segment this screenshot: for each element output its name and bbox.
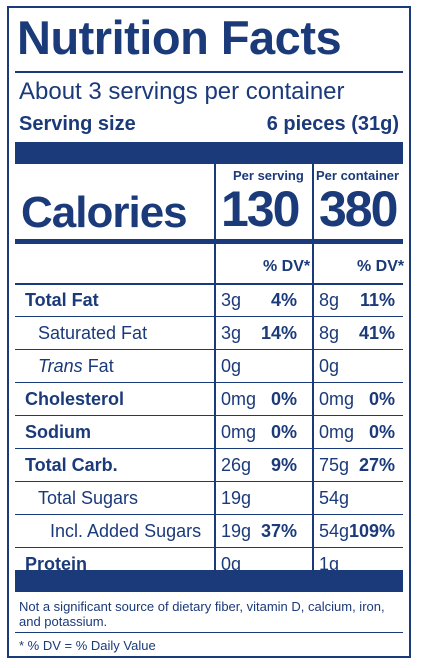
container-dv: 11%	[359, 290, 395, 310]
row-divider	[15, 316, 403, 317]
container-amount: 8g	[319, 290, 340, 310]
nutrient-name: Sodium	[25, 422, 91, 442]
nutrient-row: Protein 0g 1g	[15, 548, 403, 580]
serving-amount: 3g	[221, 290, 242, 310]
footnote-divider	[15, 632, 403, 633]
dv-header-serving: % DV*	[263, 258, 311, 275]
serving-dv: 37%	[260, 521, 297, 541]
row-divider	[15, 514, 403, 515]
serving-amount: 0mg	[221, 422, 257, 442]
serving-amount: 19g	[221, 488, 252, 508]
serving-size-value: 6 pieces (31g)	[266, 113, 399, 135]
container-amount: 54g	[319, 488, 350, 508]
per-container-header: Per container	[316, 168, 400, 183]
container-dv: 109%	[348, 521, 395, 541]
container-dv: 27%	[358, 455, 395, 475]
calories-per-serving: 130	[221, 181, 300, 237]
dv-footnote: * % DV = % Daily Value	[19, 638, 156, 653]
divider	[15, 71, 403, 73]
nutrient-row: Total Fat 3g 4% 8g 11%	[15, 284, 403, 316]
serving-dv: 14%	[260, 323, 297, 343]
container-amount: 54g	[319, 521, 350, 541]
nutrient-name: Total Fat	[25, 290, 99, 310]
container-amount: 0g	[319, 356, 340, 376]
serving-dv: 0%	[270, 389, 297, 409]
serving-amount: 0g	[221, 356, 242, 376]
nutrient-name: Total Carb.	[25, 455, 118, 475]
nutrient-row: Total Sugars 19g 54g	[15, 482, 403, 514]
nutrient-name: Saturated Fat	[38, 323, 148, 343]
serving-amount: 19g	[221, 521, 252, 541]
column-divider-container	[312, 164, 314, 570]
serving-dv: 0%	[270, 422, 297, 442]
serving-amount: 26g	[221, 455, 252, 475]
container-amount: 1g	[319, 554, 340, 574]
nutrient-name: Incl. Added Sugars	[50, 521, 202, 541]
nutrient-name-italic: Trans	[38, 356, 83, 376]
container-amount: 0mg	[319, 389, 355, 409]
row-divider	[15, 481, 403, 482]
serving-amount: 0mg	[221, 389, 257, 409]
nutrient-name: Protein	[25, 554, 88, 574]
servings-per-container: About 3 servings per container	[19, 78, 345, 105]
nutrition-facts-label: Nutrition Facts About 3 servings per con…	[7, 6, 411, 658]
row-divider	[15, 547, 403, 548]
nutrient-row: Total Carb. 26g 9% 75g 27%	[15, 449, 403, 481]
nutrient-name: Total Sugars	[38, 488, 139, 508]
dv-header-container: % DV*	[357, 258, 405, 275]
serving-dv: 9%	[270, 455, 297, 475]
container-amount: 0mg	[319, 422, 355, 442]
container-dv: 0%	[368, 389, 395, 409]
row-divider	[15, 283, 403, 285]
bottom-thick-divider	[15, 570, 403, 592]
nutrient-row: Sodium 0mg 0% 0mg 0%	[15, 416, 403, 448]
nutrient-row: Saturated Fat 3g 14% 8g 41%	[15, 317, 403, 349]
serving-amount: 0g	[221, 554, 242, 574]
container-amount: 8g	[319, 323, 340, 343]
container-dv: 41%	[358, 323, 395, 343]
nutrient-row: Incl. Added Sugars 19g 37% 54g 109%	[15, 515, 403, 547]
calories-label: Calories	[21, 188, 188, 237]
row-divider	[15, 382, 403, 383]
nutrient-name: Cholesterol	[25, 389, 125, 409]
nutrient-row: Trans Fat 0g 0g	[15, 350, 403, 382]
per-serving-header: Per serving	[233, 168, 304, 183]
label-title: Nutrition Facts	[17, 11, 342, 64]
container-amount: 75g	[319, 455, 350, 475]
footnote: Not a significant source of dietary fibe…	[19, 599, 385, 629]
nutrient-row: Cholesterol 0mg 0% 0mg 0%	[15, 383, 403, 415]
thick-divider	[15, 142, 403, 164]
column-divider-serving	[214, 164, 216, 570]
row-divider	[15, 415, 403, 416]
nutrient-name: Trans Fat	[38, 356, 114, 376]
calories-divider	[15, 239, 403, 244]
container-dv: 0%	[368, 422, 395, 442]
serving-amount: 3g	[221, 323, 242, 343]
serving-size-label: Serving size	[19, 113, 136, 135]
serving-dv: 4%	[270, 290, 297, 310]
calories-per-container: 380	[319, 181, 398, 237]
row-divider	[15, 448, 403, 449]
row-divider	[15, 349, 403, 350]
